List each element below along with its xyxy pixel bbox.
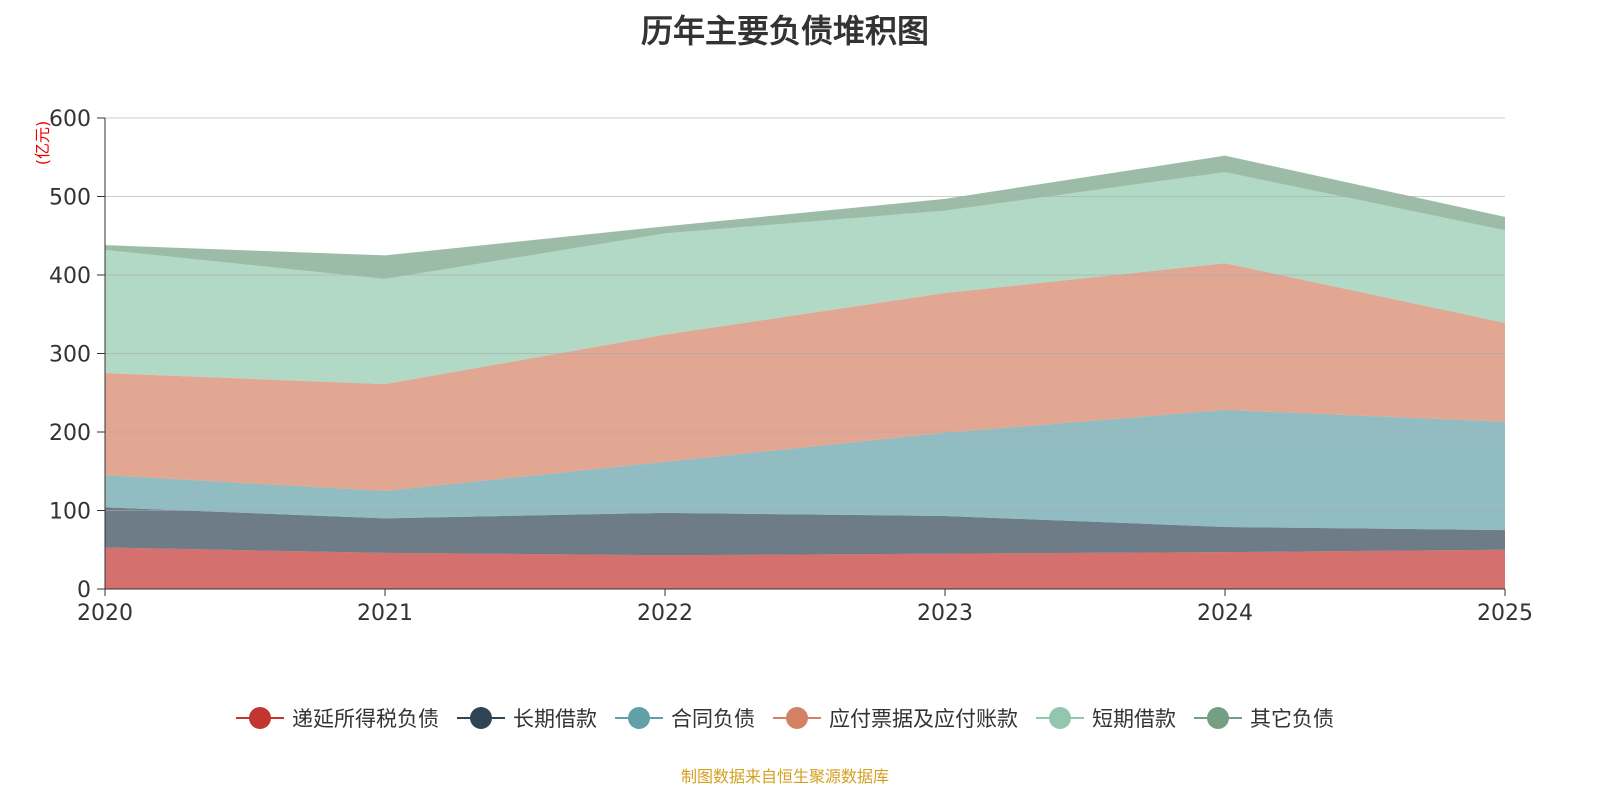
area-series-5 xyxy=(105,155,1505,279)
legend-marker-icon xyxy=(457,706,505,730)
area-series-0 xyxy=(105,547,1505,589)
x-tick-label: 2021 xyxy=(357,601,413,626)
y-tick-label: 100 xyxy=(49,500,91,525)
legend-item[interactable]: 合同负债 xyxy=(615,703,755,733)
legend-marker-icon xyxy=(615,706,663,730)
legend-label: 应付票据及应付账款 xyxy=(829,707,1018,731)
legend-item[interactable]: 短期借款 xyxy=(1036,703,1176,733)
y-tick-label: 0 xyxy=(77,578,91,603)
legend-item[interactable]: 其它负债 xyxy=(1194,703,1334,733)
legend-item[interactable]: 应付票据及应付账款 xyxy=(773,703,1018,733)
legend-label: 短期借款 xyxy=(1092,707,1176,731)
y-tick-label: 500 xyxy=(49,186,91,211)
legend-label: 递延所得税负债 xyxy=(292,707,439,731)
x-tick-label: 2020 xyxy=(77,601,133,626)
legend-label: 合同负债 xyxy=(671,707,755,731)
legend: 递延所得税负债 长期借款 合同负债 应付票据及应付账款 短期借款 其它负债 xyxy=(0,703,1570,733)
x-tick-label: 2025 xyxy=(1477,601,1533,626)
chart-title: 历年主要负债堆积图 xyxy=(640,12,929,50)
x-tick-label: 2023 xyxy=(917,601,973,626)
legend-marker-icon xyxy=(1036,706,1084,730)
y-tick-label: 600 xyxy=(49,107,91,132)
legend-label: 其它负债 xyxy=(1250,707,1334,731)
x-tick-label: 2022 xyxy=(637,601,693,626)
area-series-2 xyxy=(105,410,1505,531)
y-tick-label: 200 xyxy=(49,421,91,446)
legend-marker-icon xyxy=(1194,706,1242,730)
legend-item[interactable]: 长期借款 xyxy=(457,703,597,733)
y-tick-label: 400 xyxy=(49,264,91,289)
y-axis-label: (亿元) xyxy=(33,121,52,166)
data-source-note: 制图数据来自恒生聚源数据库 xyxy=(680,767,889,786)
legend-label: 长期借款 xyxy=(513,707,597,731)
area-series-1 xyxy=(105,507,1505,556)
legend-marker-icon xyxy=(773,706,821,730)
area-series-4 xyxy=(105,172,1505,385)
legend-item[interactable]: 递延所得税负债 xyxy=(236,703,439,733)
x-tick-label: 2024 xyxy=(1197,601,1253,626)
area-series-3 xyxy=(105,263,1505,491)
legend-marker-icon xyxy=(236,706,284,730)
y-tick-label: 300 xyxy=(49,343,91,368)
